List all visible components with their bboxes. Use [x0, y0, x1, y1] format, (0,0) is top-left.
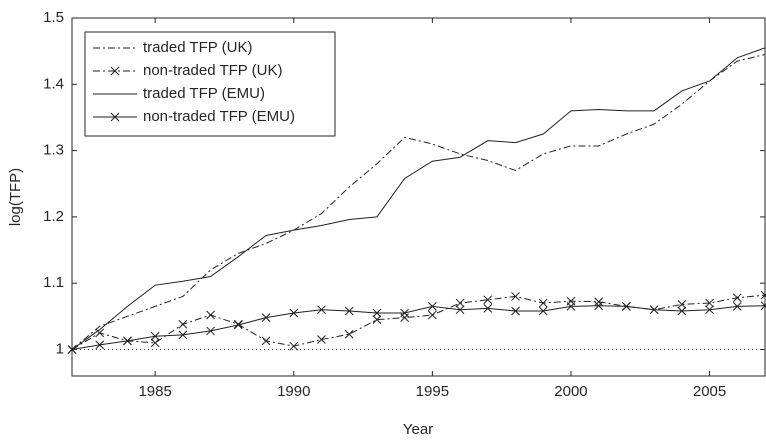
x-tick-label: 1990: [277, 383, 310, 400]
marker: [428, 302, 437, 311]
marker: [372, 315, 382, 325]
legend-label: non-traded TFP (EMU): [143, 108, 295, 125]
legend-label: traded TFP (EMU): [143, 85, 265, 102]
marker: [511, 306, 520, 316]
marker: [455, 298, 465, 308]
marker: [705, 305, 714, 315]
y-tick-label: 1.2: [43, 208, 64, 225]
marker: [317, 335, 326, 344]
legend-marker: [110, 66, 120, 76]
marker: [677, 306, 687, 316]
marker: [178, 330, 188, 340]
marker: [705, 298, 714, 308]
legend-box: [84, 31, 336, 137]
x-axis-label: Year: [403, 421, 433, 438]
marker: [732, 293, 742, 303]
marker: [483, 304, 493, 313]
legend: traded TFP (UK) non-traded TFP (UK) traded…: [84, 31, 336, 137]
marker: [372, 308, 382, 318]
series-line: [71, 294, 766, 350]
marker: [538, 306, 548, 316]
marker: [206, 326, 215, 336]
marker: [178, 319, 188, 329]
marker: [344, 329, 354, 339]
x-tick-label: 1995: [416, 383, 449, 400]
marker: [67, 345, 77, 354]
marker: [677, 300, 687, 309]
marker: [95, 328, 105, 338]
marker: [317, 305, 326, 315]
marker: [400, 313, 409, 323]
marker: [95, 340, 105, 350]
marker: [594, 301, 604, 311]
y-axis-label: log(TFP): [7, 168, 24, 226]
y-tick-label: 1.3: [43, 142, 64, 159]
series-line: [71, 47, 766, 350]
legend-label: non-traded TFP (UK): [143, 62, 283, 79]
marker: [400, 308, 409, 318]
legend-marker: [110, 112, 120, 122]
marker: [344, 306, 354, 316]
marker: [511, 292, 520, 301]
marker: [150, 338, 160, 348]
x-tick-label: 2005: [693, 383, 726, 400]
marker: [261, 313, 271, 323]
marker: [538, 298, 548, 308]
marker: [150, 331, 160, 341]
marker: [649, 305, 659, 315]
marker: [261, 336, 271, 346]
marker: [289, 341, 299, 351]
marker: [206, 310, 215, 320]
marker: [428, 310, 437, 320]
marker: [760, 290, 766, 300]
marker: [123, 336, 132, 346]
y-tick-label: 1.4: [43, 75, 64, 92]
x-tick-label: 1985: [138, 383, 171, 400]
x-tick-label: 2000: [554, 383, 587, 400]
series-line: [71, 305, 766, 350]
marker: [289, 308, 299, 318]
marker: [622, 302, 631, 311]
marker: [732, 302, 742, 311]
marker: [566, 302, 576, 311]
marker: [760, 301, 766, 311]
y-tick-label: 1: [56, 340, 64, 357]
marker: [233, 320, 243, 330]
legend-label: traded TFP (UK): [143, 39, 252, 56]
marker: [455, 305, 465, 315]
marker: [483, 295, 493, 305]
y-tick-label: 1.5: [43, 9, 64, 26]
marker: [594, 297, 604, 307]
series-line: [71, 53, 766, 350]
plot-area: [71, 17, 766, 377]
y-tick-label: 1.1: [43, 274, 64, 291]
